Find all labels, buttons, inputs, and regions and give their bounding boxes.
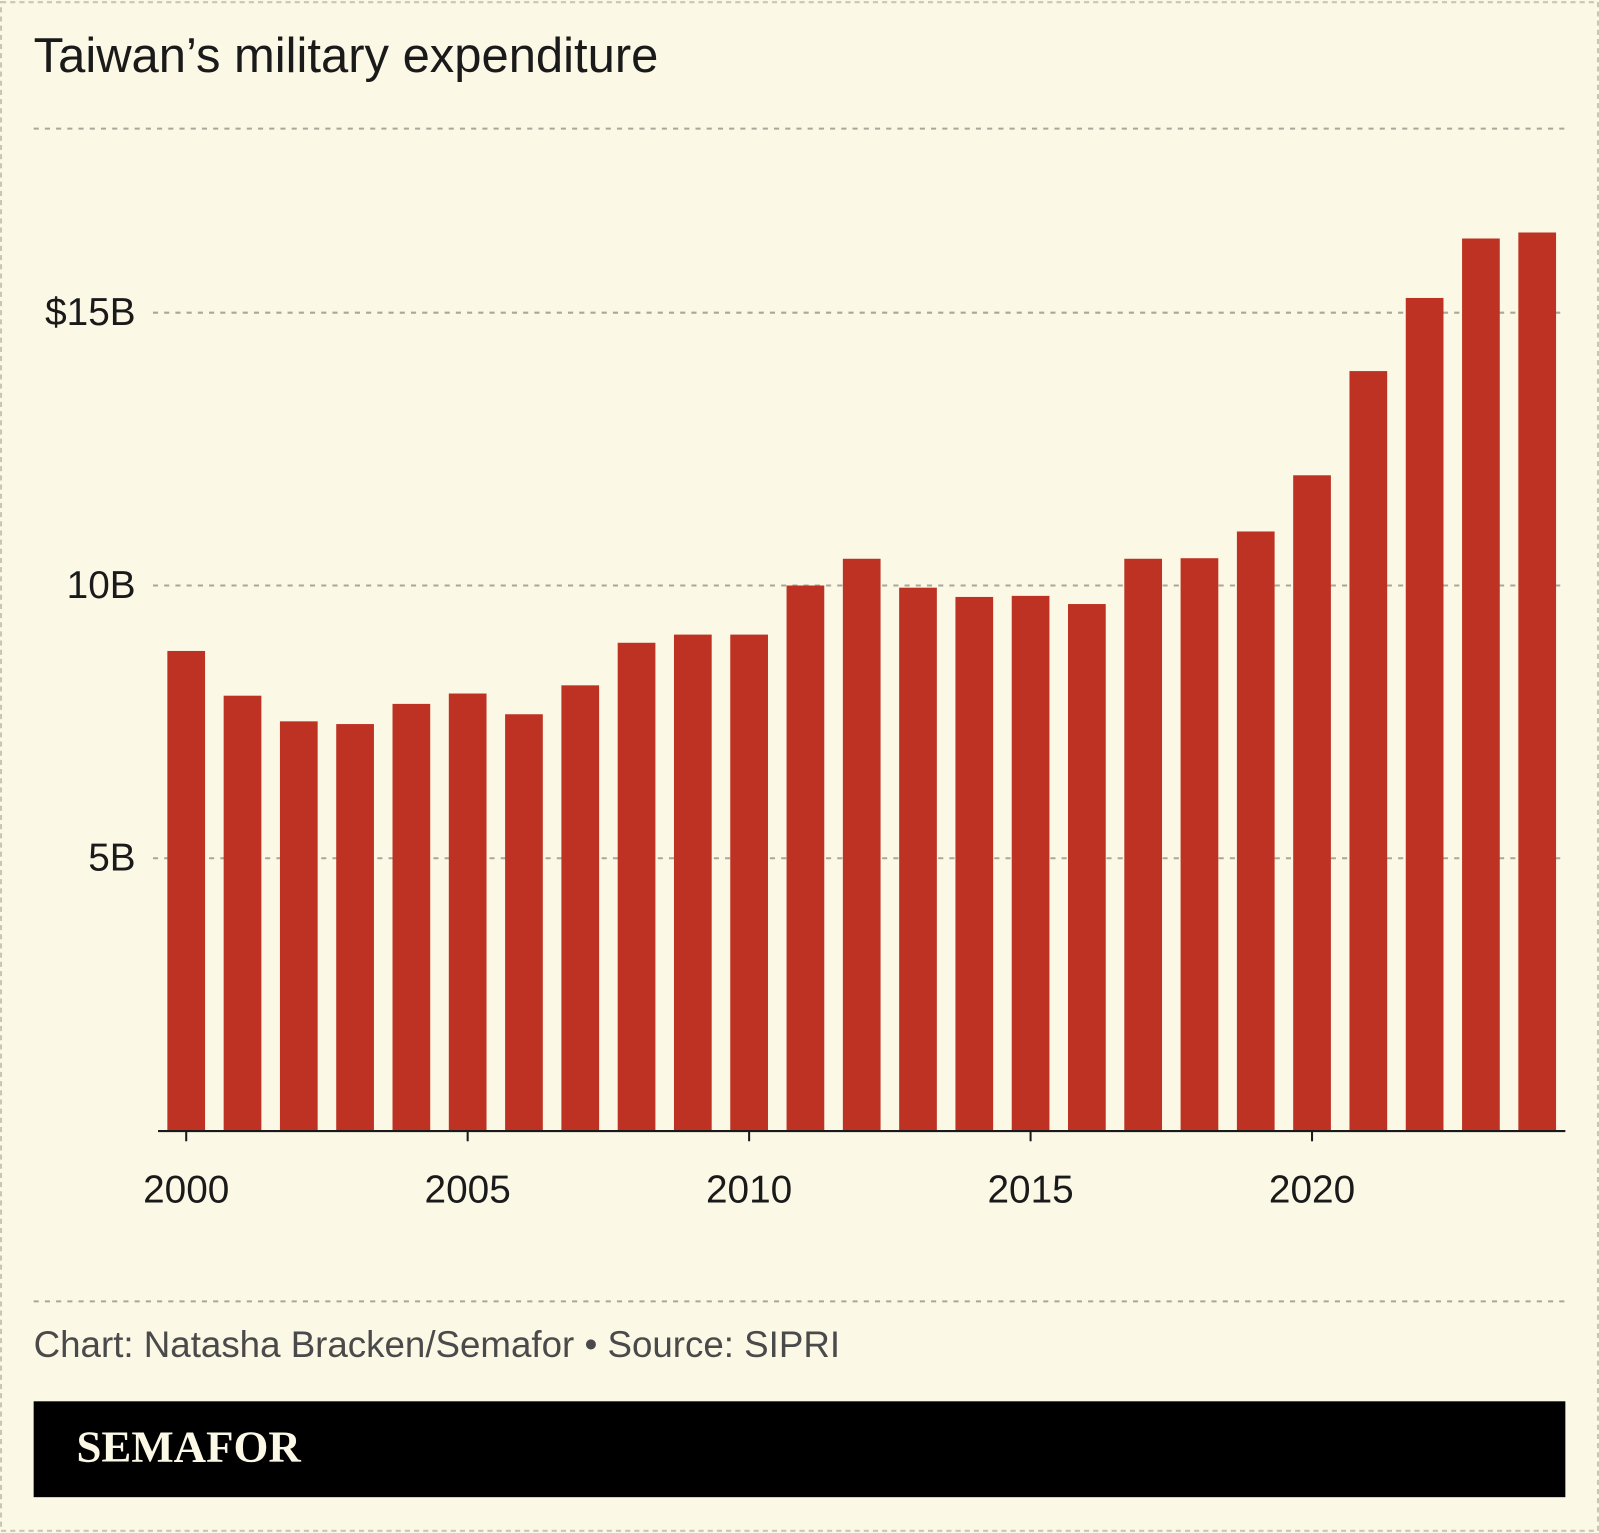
bar bbox=[673, 634, 712, 1132]
chart-title: Taiwan’s military expenditure bbox=[34, 29, 659, 83]
bar bbox=[1068, 604, 1106, 1132]
bar bbox=[1293, 475, 1331, 1132]
bar bbox=[955, 596, 994, 1132]
bar bbox=[1180, 558, 1219, 1132]
bar bbox=[1011, 595, 1050, 1132]
bar bbox=[1124, 558, 1163, 1132]
bar bbox=[336, 724, 374, 1132]
logo: SEMAFOR bbox=[76, 1422, 301, 1472]
bar bbox=[392, 703, 431, 1132]
bar bbox=[1349, 371, 1388, 1132]
bar bbox=[223, 695, 262, 1132]
y-tick-label: $15B bbox=[45, 291, 136, 334]
bar bbox=[1236, 531, 1275, 1132]
bar bbox=[786, 585, 825, 1132]
bar bbox=[279, 721, 318, 1132]
bar bbox=[505, 714, 543, 1132]
bar bbox=[730, 634, 768, 1132]
bar bbox=[842, 558, 881, 1132]
x-tick-label: 2010 bbox=[706, 1168, 792, 1211]
bar bbox=[167, 650, 206, 1132]
bar bbox=[617, 642, 656, 1132]
plot: 5B 10B $15B 2000 2005 2010 2015 2020 bbox=[45, 232, 1566, 1211]
bar bbox=[561, 685, 600, 1132]
bar bbox=[1405, 297, 1444, 1132]
bar bbox=[1462, 238, 1500, 1132]
bar bbox=[899, 587, 937, 1132]
x-tick-label: 2000 bbox=[143, 1168, 229, 1211]
y-tick-label: 5B bbox=[88, 837, 135, 880]
bar bbox=[448, 693, 487, 1132]
x-tick-label: 2020 bbox=[1269, 1168, 1355, 1211]
x-tick-label: 2015 bbox=[987, 1168, 1073, 1211]
footer-bar bbox=[33, 1401, 1566, 1498]
bar bbox=[1518, 232, 1557, 1132]
y-tick-label: 10B bbox=[67, 564, 136, 607]
source-note: Chart: Natasha Bracken/Semafor • Source:… bbox=[34, 1324, 840, 1365]
x-tick-label: 2005 bbox=[425, 1168, 511, 1211]
